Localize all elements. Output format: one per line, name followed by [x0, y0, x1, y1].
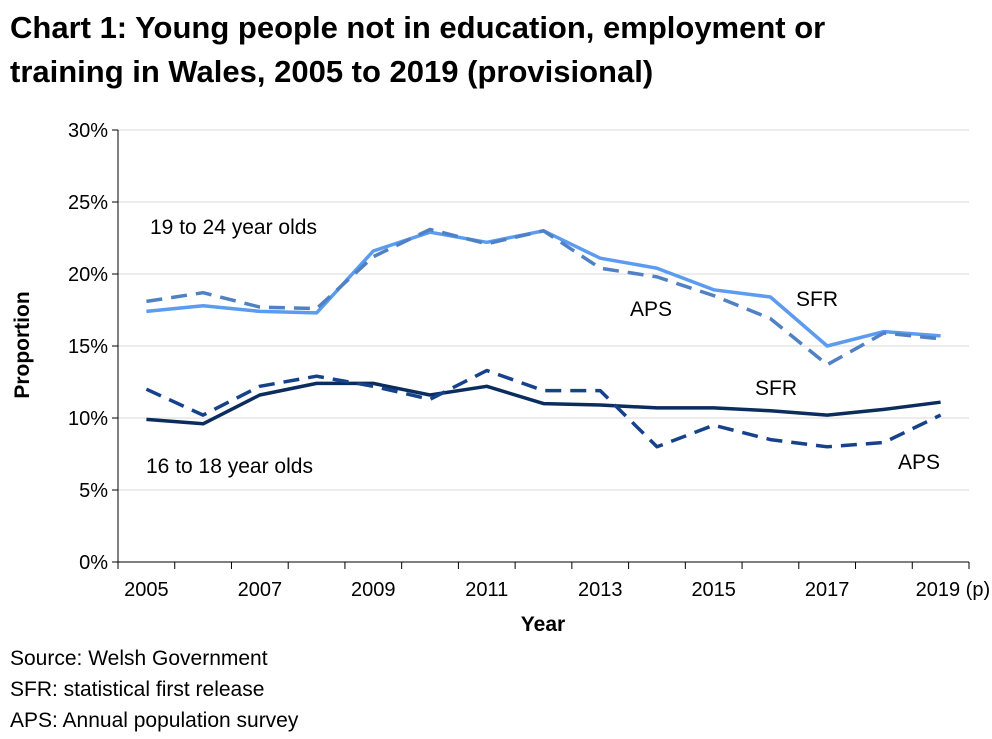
x-tick-label: 2019 (p)	[916, 579, 991, 601]
annotation-upper-sfr: SFR	[796, 288, 838, 311]
x-axis-label: Year	[521, 613, 565, 636]
y-tick-label: 25%	[68, 192, 108, 214]
series-line-aps-19-24	[146, 227, 941, 367]
x-tick-label: 2009	[351, 579, 396, 601]
tick-labels: 0% 5% 10% 15% 20% 25% 30% 2005 2007 2009 2011 2013 2…	[68, 120, 990, 601]
annotation-lower-sfr: SFR	[755, 377, 797, 400]
y-tick-label: 10%	[68, 408, 108, 430]
y-tick-label: 15%	[68, 336, 108, 358]
annotation-group-upper: 19 to 24 year olds	[150, 216, 317, 239]
x-tick-label: 2005	[124, 579, 169, 601]
annotation-lower-aps: APS	[898, 451, 940, 474]
x-tick-label: 2015	[691, 579, 736, 601]
x-tick-label: 2013	[578, 579, 623, 601]
y-tick-label: 0%	[79, 552, 108, 574]
annotation-upper-aps: APS	[630, 298, 672, 321]
note-sfr: SFR: statistical first release	[10, 678, 265, 701]
x-tick-label: 2017	[805, 579, 850, 601]
chart-title-line-1: Chart 1: Young people not in education, …	[10, 10, 826, 45]
annotations: 19 to 24 year olds 16 to 18 year olds AP…	[146, 216, 940, 478]
note-source: Source: Welsh Government	[10, 647, 268, 670]
chart-notes: Source: Welsh Government SFR: statistica…	[10, 643, 298, 736]
chart-title: Chart 1: Young people not in education, …	[10, 6, 985, 94]
y-tick-label: 30%	[68, 120, 108, 142]
line-chart: 0% 5% 10% 15% 20% 25% 30% 2005 2007 2009 2011 2013 2…	[11, 120, 990, 636]
series-line-aps-16-18	[145, 368, 942, 449]
chart-title-line-2: training in Wales, 2005 to 2019 (provisi…	[10, 54, 654, 89]
x-tick-label: 2007	[238, 579, 283, 601]
x-tick-label: 2011	[465, 579, 508, 601]
series-line-sfr-16-18	[146, 381, 941, 426]
axes	[112, 129, 970, 569]
series-lines	[145, 227, 942, 449]
annotation-group-lower: 16 to 18 year olds	[146, 455, 313, 478]
y-axis-label: Proportion	[11, 291, 34, 398]
y-tick-label: 5%	[79, 480, 108, 502]
y-tick-label: 20%	[68, 264, 108, 286]
note-aps: APS: Annual population survey	[10, 709, 299, 732]
